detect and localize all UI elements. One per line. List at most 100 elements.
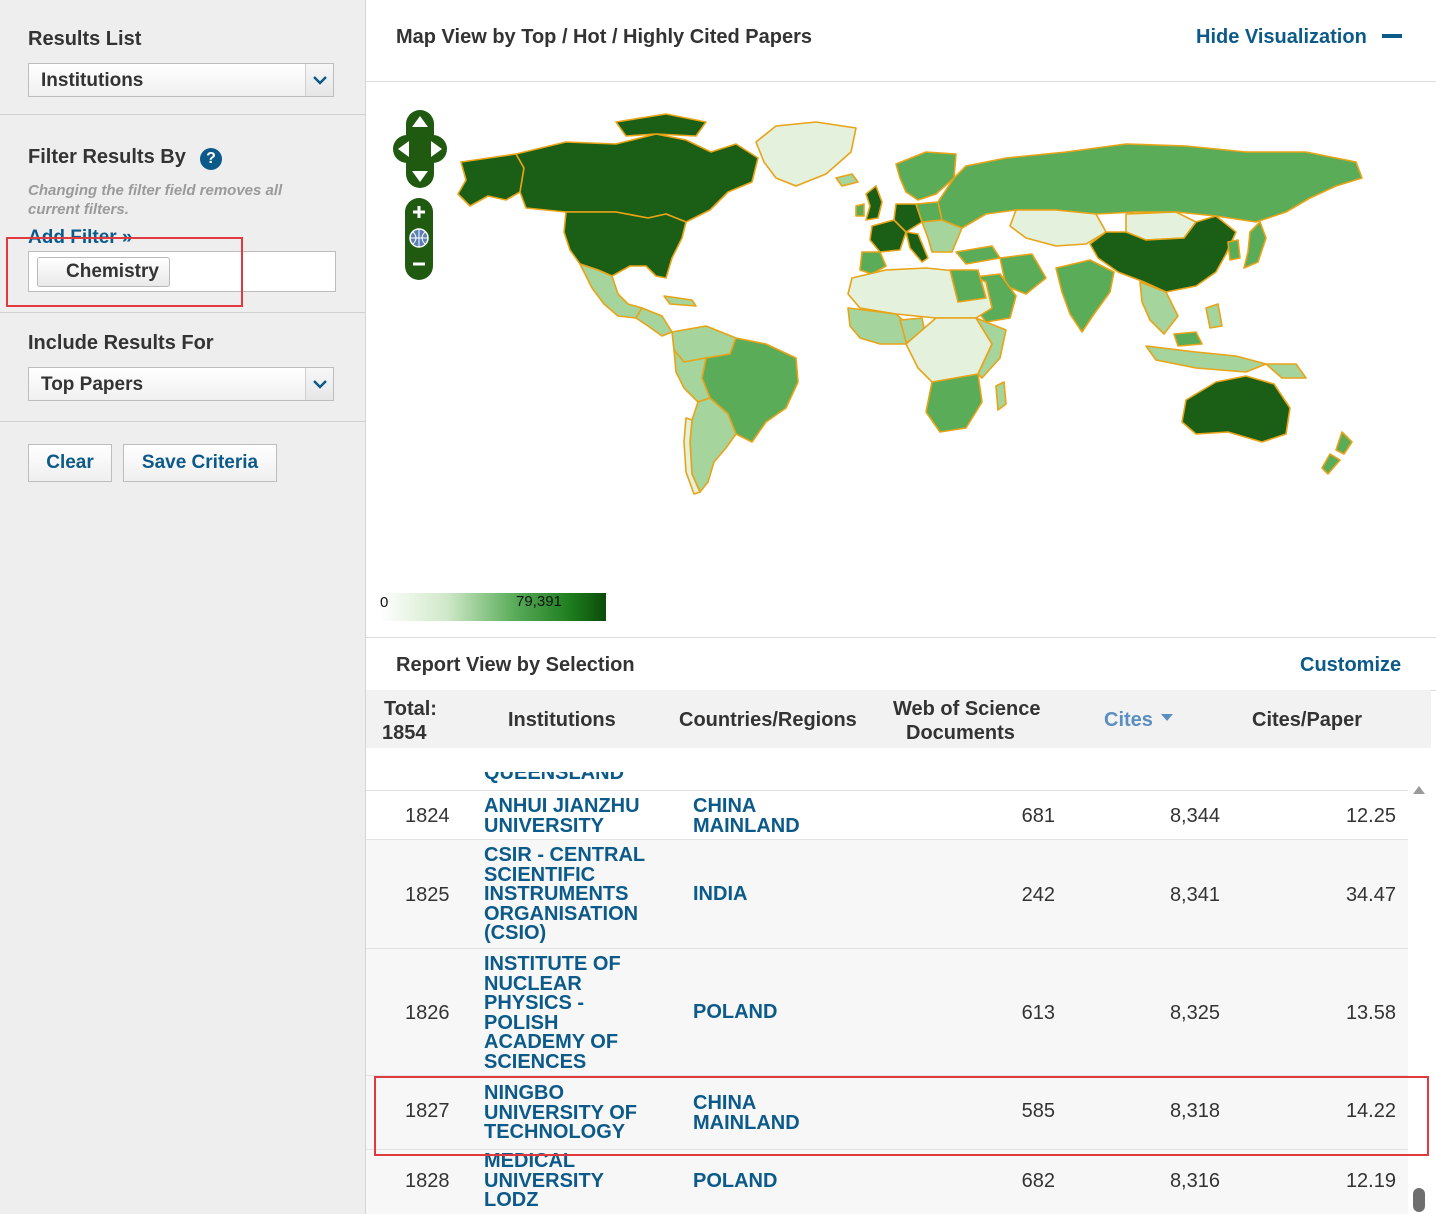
row-cites: 8,344 [1169,805,1220,827]
row-cites: 8,341 [1169,884,1220,906]
filter-chip-box[interactable]: Chemistry [28,251,336,292]
country-link[interactable]: POLAND [693,1171,777,1191]
filter-heading: Filter Results By [28,146,186,168]
row-cites-per-paper: 34.47 [1345,884,1396,906]
country-link[interactable]: POLAND [693,1002,777,1022]
scrollbar-thumb[interactable] [1413,1188,1425,1212]
institution-line: INSTRUMENTS [484,883,629,906]
results-list-label: Results List [28,28,142,50]
institution-link[interactable]: MEDICAL UNIVERSITY LODZ [484,1150,605,1212]
map-region-malaysia [1173,331,1203,347]
column-cites-per-paper[interactable]: Cites/Paper [1252,709,1363,731]
map-region-italy [905,231,929,263]
map-region-korea [1227,239,1241,261]
customize-link[interactable]: Customize [1300,654,1402,676]
country-link[interactable]: CHINA MAINLAND [693,1093,800,1133]
map-region-new-zealand [1335,431,1353,455]
include-results-label: Include Results For [28,332,214,354]
row-cites-per-paper: 12.25 [1345,805,1396,827]
table-row: 1824 ANHUI JIANZHU UNIVERSITY CHINA MAIN… [366,791,1408,840]
map-region-greenland [755,121,857,187]
map-region-egypt [949,269,987,303]
table-header: Total: 1854 Institutions Countries/Regio… [366,690,1431,748]
column-institutions[interactable]: Institutions [508,709,616,731]
highlight-box [6,237,243,307]
institution-line: POLISH [484,1011,559,1034]
save-criteria-button[interactable]: Save Criteria [123,444,277,482]
map-region-southeast-asia [1139,281,1179,335]
institution-line: UNIVERSITY OF [484,1101,637,1124]
table-row: 1826 INSTITUTE OF NUCLEAR PHYSICS - POLI… [366,949,1408,1076]
row-docs: 585 [1021,1100,1055,1122]
filter-chip-label: Chemistry [66,261,159,282]
country-link[interactable]: INDIA [693,884,747,904]
row-docs: 242 [1021,884,1055,906]
chevron-down-icon[interactable] [305,368,333,400]
chevron-down-icon[interactable] [305,64,333,96]
scroll-up-icon [1413,786,1425,794]
institution-line: MEDICAL [484,1150,576,1172]
row-cites-per-paper: 14.22 [1345,1100,1396,1122]
institution-line: CSIR - CENTRAL [484,844,646,866]
map-region-australia [1181,375,1291,443]
filter-chip-chemistry[interactable]: Chemistry [37,257,170,287]
sort-desc-icon [1161,713,1174,721]
map-region-madagascar [995,381,1007,411]
institution-link[interactable]: CSIR - CENTRAL SCIENTIFIC INSTRUMENTS OR… [484,844,646,944]
zoom-control[interactable] [405,198,433,280]
table-row: QUEENSLAND [366,772,1408,791]
clear-button[interactable]: Clear [28,444,112,482]
include-results-select[interactable]: Top Papers [28,367,334,401]
map-region-east-africa [975,317,1007,379]
row-docs: 681 [1021,805,1055,827]
table-scrollbar[interactable] [1412,782,1426,1214]
hide-visualization-link[interactable]: Hide Visualization [1196,26,1403,49]
institution-link[interactable]: ANHUI JIANZHU UNIVERSITY [484,796,640,836]
country-line: INDIA [693,883,748,905]
help-icon[interactable]: ? [200,148,222,170]
map-region-uk [865,185,883,221]
pan-right-icon [431,141,442,157]
hide-visualization-label: Hide Visualization [1196,26,1367,48]
results-list-value: Institutions [41,70,144,91]
institution-line: LODZ [484,1189,539,1212]
map-region-japan [1243,221,1267,269]
institution-line: PHYSICS - [484,992,585,1015]
column-docs-line1[interactable]: Web of Science [893,698,1041,720]
institution-line: SCIENTIFIC [484,863,596,886]
institution-link[interactable]: NINGBO UNIVERSITY OF TECHNOLOGY [484,1082,637,1144]
map-region-usa [563,211,687,279]
main-content: Map View by Top / Hot / Highly Cited Pap… [366,0,1436,1214]
map-region-central-america [635,307,673,337]
world-map[interactable] [366,82,1436,638]
institution-link[interactable]: INSTITUTE OF NUCLEAR PHYSICS - POLISH AC… [484,954,621,1073]
minus-icon [1382,33,1403,38]
institution-line: TECHNOLOGY [484,1121,626,1144]
column-countries[interactable]: Countries/Regions [679,709,857,731]
column-cites[interactable]: Cites [1104,708,1174,732]
map-region-alaska [457,153,525,207]
results-list-select[interactable]: Institutions [28,63,334,97]
row-rank: 1825 [405,884,450,906]
pan-left-icon [398,141,409,157]
column-docs-line2[interactable]: Documents [906,722,1015,744]
include-results-value: Top Papers [41,374,144,395]
institution-line: ORGANISATION [484,902,639,925]
pan-control[interactable] [393,110,447,188]
divider [366,637,1436,638]
row-cites-per-paper: 12.19 [1345,1170,1396,1192]
map-region-iceland [835,173,859,187]
highlight-box [374,1076,1429,1156]
row-rank: 1824 [405,805,450,827]
map-legend-gradient [380,593,606,621]
country-link[interactable]: CHINA MAINLAND [693,796,800,836]
zoom-in-icon [413,206,425,218]
institution-link[interactable]: QUEENSLAND [484,772,625,784]
country-line: MAINLAND [693,815,800,837]
institution-line: UNIVERSITY [484,1169,605,1192]
map-region-png [1265,363,1307,379]
pan-down-icon [412,171,428,182]
country-line: POLAND [693,1001,778,1023]
institution-line: NINGBO [484,1082,564,1104]
country-line: MAINLAND [693,1112,800,1134]
